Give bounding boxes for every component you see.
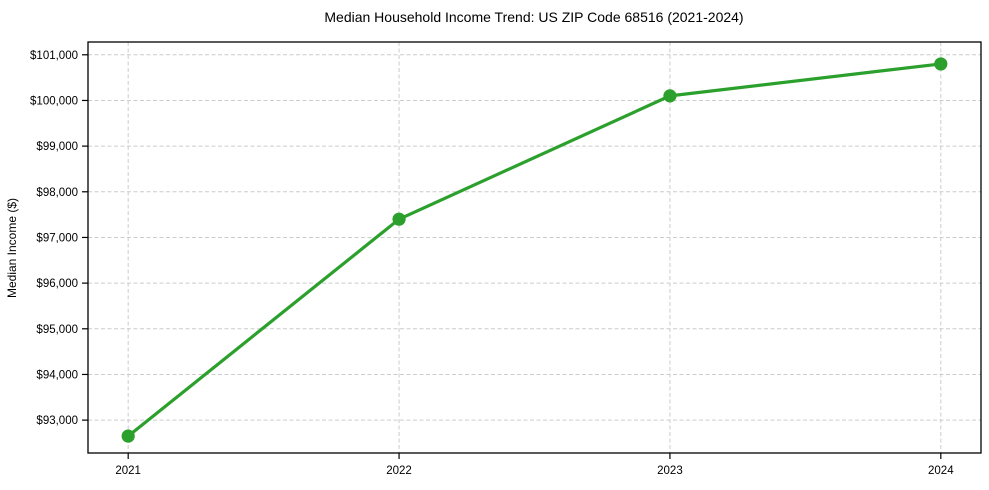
tick-layer	[82, 54, 942, 459]
x-tick-label: 2022	[386, 465, 412, 477]
grid-layer	[88, 42, 981, 453]
y-tick-label: $93,000	[36, 415, 78, 427]
trend-line	[126, 62, 943, 438]
y-tick-label: $100,000	[30, 95, 78, 107]
y-tick-label: $98,000	[36, 187, 78, 199]
data-point-2022	[392, 212, 406, 226]
x-tick-label: 2021	[115, 465, 141, 477]
data-point-2021	[121, 429, 135, 443]
plot-border	[87, 41, 982, 454]
series-layer	[121, 57, 948, 443]
chart-title: Median Household Income Trend: US ZIP Co…	[324, 9, 743, 25]
y-tick-label: $99,000	[36, 141, 78, 153]
y-tick-label: $101,000	[30, 50, 78, 62]
tick-label-layer: $93,000 $94,000 $95,000 $96,000 $97,000 $98,0…	[30, 50, 954, 477]
y-tick-label: $97,000	[36, 232, 78, 244]
data-point-2024	[934, 57, 948, 71]
data-point-2023	[663, 89, 677, 103]
x-tick-label: 2023	[657, 465, 683, 477]
x-tick-label: 2024	[928, 465, 954, 477]
y-tick-label: $94,000	[36, 369, 78, 381]
y-tick-label: $95,000	[36, 324, 78, 336]
y-axis-title: Median Income ($)	[5, 198, 19, 298]
y-tick-label: $96,000	[36, 278, 78, 290]
